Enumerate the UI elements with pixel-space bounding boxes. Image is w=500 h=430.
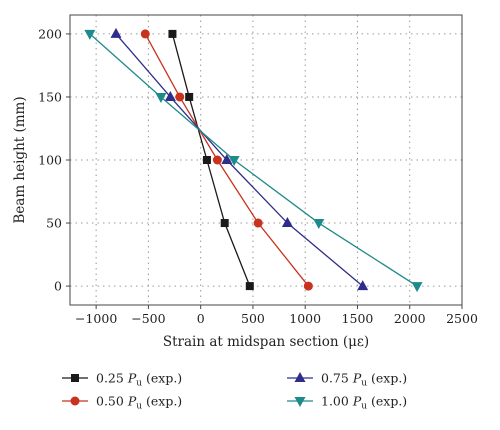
data-point [281,217,293,228]
legend-item: 0.25 Pu (exp.) [62,371,182,389]
legend-item: 1.00 Pu (exp.) [287,394,407,412]
plot-frame [69,14,463,306]
grid-layer [70,15,463,305]
y-tick-label: 150 [38,89,62,104]
x-tick-label: 2000 [394,311,426,326]
legend-marker [70,396,80,406]
x-tick-label: 1000 [289,311,321,326]
x-tick-label: 1500 [342,311,374,326]
data-point [168,29,177,38]
legend: 0.25 Pu (exp.) 0.75 Pu (exp.) 0.50 Pu (exp… [62,371,407,412]
data-point [303,281,313,291]
x-tick-label: 500 [241,311,265,326]
series-layer [84,27,423,293]
legend-item: 0.50 Pu (exp.) [62,394,182,412]
data-point [175,92,185,102]
data-point [220,219,229,228]
data-point [221,154,233,164]
data-point [411,282,423,293]
tick-layer: −1000 −500 0 500 1000 1500 2000 2500 0 50 100 150 20… [38,26,478,326]
data-point [212,155,222,165]
x-axis-title: Strain at midspan section (με) [163,334,369,350]
x-tick-label: −1000 [75,311,117,326]
series [110,27,369,291]
y-tick-label: 100 [38,153,62,168]
series [168,29,254,291]
legend-label: 1.00 Pu (exp.) [321,394,407,412]
series [84,29,423,293]
data-point [185,92,194,101]
y-tick-label: 0 [54,279,62,294]
data-point [228,156,240,166]
legend-item: 0.75 Pu (exp.) [287,371,407,389]
y-tick-label: 50 [46,216,62,231]
data-point [202,156,211,164]
x-tick-label: −500 [131,311,165,326]
x-tick-label: 0 [197,311,205,326]
y-tick-label: 200 [38,26,62,41]
legend-label: 0.75 Pu (exp.) [321,371,407,389]
data-point [155,92,167,103]
x-tick-label: 2500 [446,311,478,326]
data-point [110,27,122,38]
data-point [357,280,369,291]
data-point [164,90,176,101]
data-point [84,29,96,40]
legend-marker [71,374,79,382]
data-point [313,219,325,230]
y-axis-title: Beam height (mm) [12,96,28,223]
legend-label: 0.50 Pu (exp.) [96,394,182,412]
legend-label: 0.25 Pu (exp.) [96,371,182,389]
data-point [140,29,150,39]
data-point [245,282,254,291]
legend-marker [294,397,306,407]
legend-marker [294,372,306,382]
series-line [171,33,251,287]
series [140,29,313,291]
data-point [253,218,263,228]
